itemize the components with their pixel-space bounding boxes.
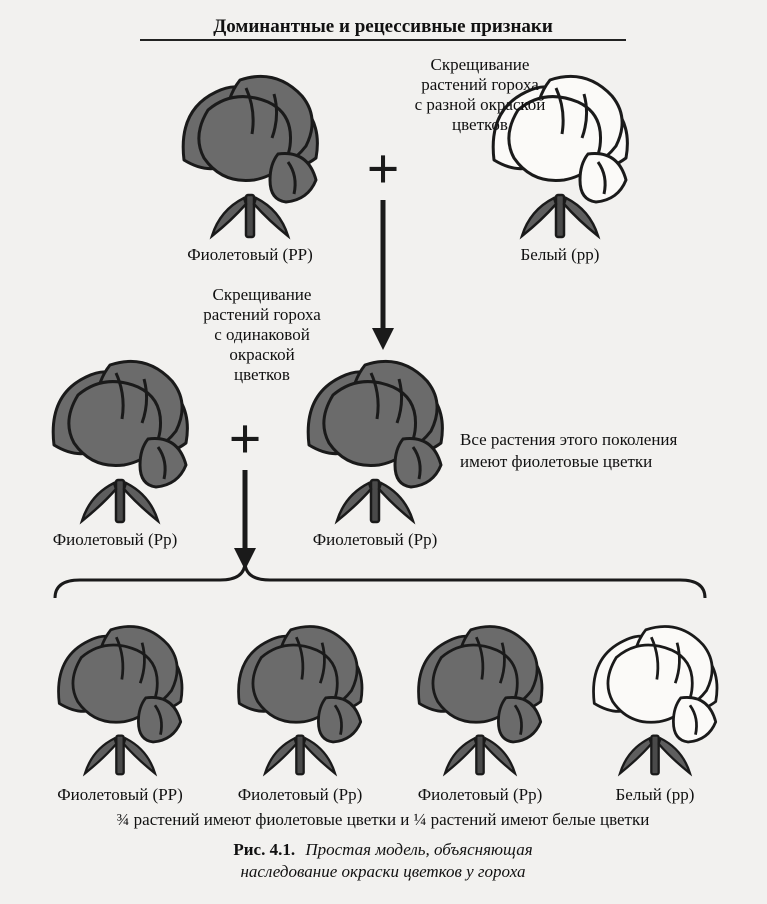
flower-f2-4	[594, 626, 717, 774]
svg-text:растений гороха: растений гороха	[203, 305, 321, 324]
arrowhead-icon	[372, 328, 394, 350]
svg-text:имеют фиолетовые цветки: имеют фиолетовые цветки	[460, 452, 652, 471]
svg-text:окраской: окраской	[229, 345, 294, 364]
flower-f1-right	[308, 361, 442, 522]
flower-f2-3	[419, 626, 542, 774]
plus-icon: +	[228, 406, 261, 471]
label-f2d: Белый (pp)	[616, 785, 695, 804]
cross2-caption: Скрещивание растений гороха с одинаковой…	[203, 285, 321, 384]
svg-text:растений гороха: растений гороха	[421, 75, 539, 94]
label-f2c: Фиолетовый (Pp)	[418, 785, 543, 804]
svg-text:Скрещивание: Скрещивание	[431, 55, 530, 74]
plus-icon: +	[366, 136, 399, 201]
svg-text:Все растения этого поколения: Все растения этого поколения	[460, 430, 678, 449]
label-f1b: Фиолетовый (Pp)	[313, 530, 438, 549]
flower-f2-2	[239, 626, 362, 774]
ratio-text: ¾ растений имеют фиолетовые цветки и ¼ р…	[117, 810, 650, 829]
svg-text:с одинаковой: с одинаковой	[214, 325, 310, 344]
label-f2a: Фиолетовый (PP)	[57, 785, 183, 804]
diagram-root: Доминантные и рецессивные признаки	[0, 0, 767, 904]
label-f1a: Фиолетовый (Pp)	[53, 530, 178, 549]
svg-text:с разной окраской: с разной окраской	[415, 95, 546, 114]
label-f2b: Фиолетовый (Pp)	[238, 785, 363, 804]
figure-caption-line1: Рис. 4.1. Простая модель, объясняющая	[233, 840, 532, 859]
page-title: Доминантные и рецессивные признаки	[213, 16, 553, 37]
label-p2: Белый (pp)	[521, 245, 600, 264]
svg-text:цветков: цветков	[234, 365, 290, 384]
flower-f1-left	[53, 361, 187, 522]
svg-text:Скрещивание: Скрещивание	[213, 285, 312, 304]
figure-caption-line2: наследование окраски цветков у гороха	[240, 862, 525, 881]
flower-f2-1	[59, 626, 182, 774]
gen1-note: Все растения этого поколения имеют фиоле…	[460, 430, 678, 471]
label-p1: Фиолетовый (PP)	[187, 245, 313, 264]
brace-icon	[55, 562, 705, 598]
flower-parent-purple	[183, 76, 317, 237]
svg-text:цветков: цветков	[452, 115, 508, 134]
